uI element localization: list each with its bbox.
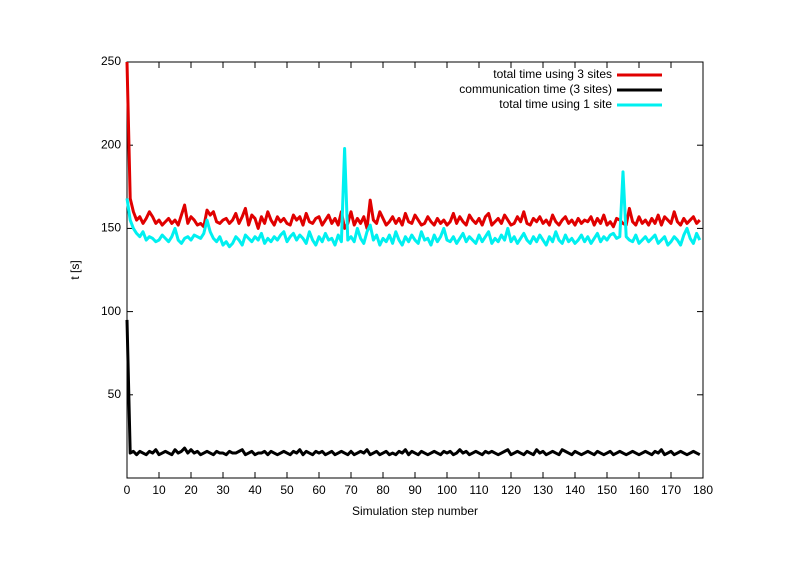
x-tick-label: 0 bbox=[124, 483, 131, 497]
series-line bbox=[125, 61, 701, 230]
x-tick-label: 140 bbox=[565, 483, 585, 497]
y-tick-label: 100 bbox=[101, 304, 121, 318]
x-tick-label: 70 bbox=[344, 483, 358, 497]
y-tick-label: 200 bbox=[101, 137, 121, 151]
x-tick-label: 90 bbox=[408, 483, 422, 497]
x-tick-label: 20 bbox=[184, 483, 198, 497]
x-tick-label: 120 bbox=[501, 483, 521, 497]
x-tick-label: 50 bbox=[280, 483, 294, 497]
series-line bbox=[125, 319, 701, 457]
legend-label: total time using 3 sites bbox=[493, 67, 612, 81]
x-axis-label: Simulation step number bbox=[352, 504, 478, 518]
x-tick-label: 170 bbox=[661, 483, 681, 497]
x-tick-label: 100 bbox=[437, 483, 457, 497]
x-tick-label: 160 bbox=[629, 483, 649, 497]
plot-frame bbox=[126, 61, 704, 479]
legend-label: communication time (3 sites) bbox=[459, 82, 612, 96]
x-tick-label: 10 bbox=[152, 483, 166, 497]
x-tick-label: 110 bbox=[469, 483, 488, 497]
y-axis-label: t [s] bbox=[68, 260, 82, 279]
x-tick-label: 30 bbox=[216, 483, 230, 497]
x-tick-label: 80 bbox=[376, 483, 390, 497]
series-line bbox=[125, 147, 702, 249]
y-tick-label: 250 bbox=[101, 54, 121, 68]
x-tick-label: 180 bbox=[693, 483, 713, 497]
y-tick-label: 150 bbox=[101, 221, 121, 235]
y-tick-label: 50 bbox=[108, 387, 122, 401]
legend-label: total time using 1 site bbox=[499, 97, 612, 111]
x-tick-label: 40 bbox=[248, 483, 262, 497]
x-tick-label: 130 bbox=[533, 483, 553, 497]
x-tick-label: 150 bbox=[597, 483, 617, 497]
x-tick-label: 60 bbox=[312, 483, 326, 497]
